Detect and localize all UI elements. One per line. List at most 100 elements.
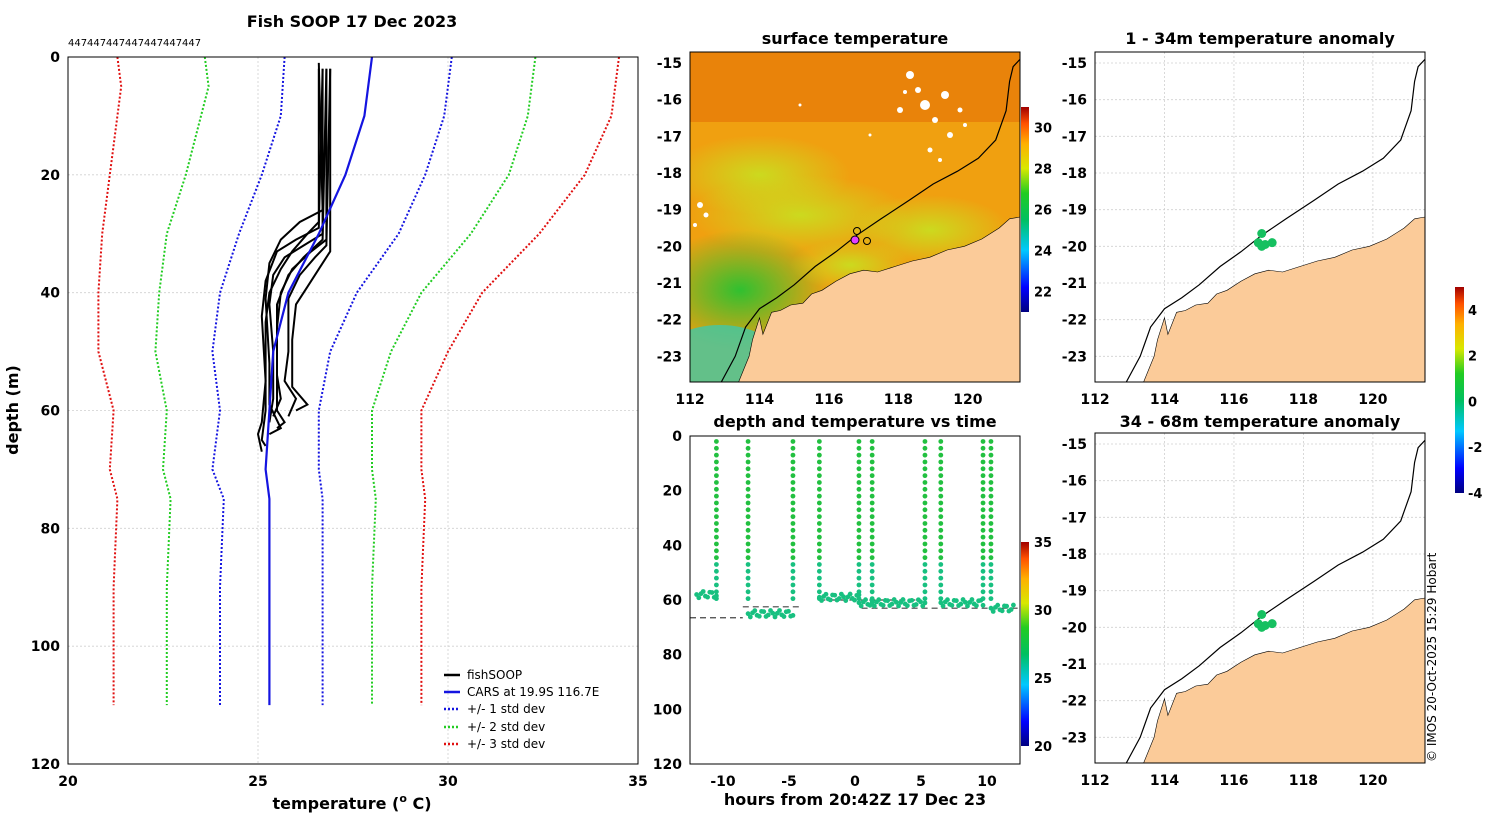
timeseries-point: [745, 500, 751, 506]
timeseries-point: [893, 599, 899, 605]
timeseries-point: [922, 452, 928, 458]
timeseries-point: [904, 603, 910, 609]
timeseries-point: [714, 527, 719, 533]
timeseries-point: [745, 562, 751, 567]
timeseries-point: [988, 507, 994, 513]
timeseries-point: [856, 452, 862, 458]
profile-x-tick-label: 25: [248, 774, 267, 790]
timeseries-point: [714, 459, 719, 465]
timeseries-point: [988, 582, 994, 588]
timeseries-point: [880, 602, 886, 608]
timeseries-point: [745, 575, 751, 581]
sst-y-tick-label: -23: [657, 349, 682, 365]
timeseries-point: [790, 534, 796, 540]
timeseries-point: [770, 610, 776, 616]
anomaly-map-1-x-tick-label: 112: [1080, 392, 1109, 408]
legend-label-std1: +/- 1 std dev: [467, 702, 545, 716]
timeseries-point: [790, 582, 796, 588]
timeseries-point: [990, 609, 996, 614]
timeseries-point: [816, 514, 822, 520]
sst-y-tick-label: -19: [657, 203, 682, 219]
timeseries-point: [988, 527, 994, 533]
timeseries-point: [790, 548, 796, 554]
timeseries-point: [922, 548, 928, 554]
sst-cloud-mask: [693, 71, 967, 227]
profile-fishsoop-cast: [283, 68, 332, 417]
timeseries-point: [876, 597, 882, 603]
timeseries-point: [938, 548, 944, 554]
timeseries-point: [988, 466, 994, 472]
profile-std-line: [97, 56, 123, 706]
timeseries-point: [938, 555, 944, 561]
timeseries-point: [945, 597, 950, 603]
timeseries-point: [922, 507, 928, 513]
timeseries-point: [756, 613, 762, 619]
timeseries-point: [745, 548, 751, 554]
timeseries-point: [745, 452, 751, 458]
profile-x-ticks: 20 25 30 35: [58, 774, 647, 790]
timeseries-point: [856, 521, 862, 526]
timeseries-point: [988, 514, 994, 520]
timeseries-point: [745, 473, 751, 479]
timeseries-point: [816, 507, 822, 513]
sst-x-tick-label: 120: [953, 392, 982, 408]
profile-fishsoop-cast: [276, 68, 328, 429]
timeseries-point: [816, 521, 822, 526]
timeseries-point: [856, 439, 862, 444]
profile-std-line: [420, 56, 620, 706]
timeseries-point: [869, 439, 875, 444]
timeseries-point: [938, 473, 944, 479]
timeseries-point: [781, 614, 787, 619]
timeseries-point: [980, 452, 986, 458]
timeseries-point: [988, 568, 994, 574]
sst-y-tick-label: -15: [657, 56, 682, 72]
profile-x-tick-label: 35: [628, 774, 647, 790]
timeseries-point: [980, 445, 986, 451]
timeseries-point: [856, 575, 862, 581]
profile-std-lines: [97, 56, 620, 706]
timeseries-point: [745, 596, 751, 602]
anomaly-colorbar-tick-label: -2: [1468, 441, 1482, 456]
timeseries-point: [869, 500, 875, 506]
timeseries-point: [843, 598, 849, 603]
timeseries-colorbar: [1021, 542, 1029, 746]
profile-x-label: temperature (o C): [272, 792, 431, 813]
timeseries-point: [816, 452, 822, 458]
timeseries-point: [816, 541, 822, 547]
timeseries-point: [745, 582, 751, 588]
sst-colorbar-tick-label: 26: [1034, 204, 1052, 219]
timeseries-point: [832, 592, 838, 598]
timeseries-point: [988, 589, 994, 595]
timeseries-point: [856, 568, 862, 574]
timeseries-point: [938, 493, 944, 499]
timeseries-point: [922, 521, 928, 526]
timeseries-point: [938, 486, 944, 492]
timeseries-point: [889, 601, 895, 607]
timeseries-point: [816, 500, 822, 506]
timeseries-point: [790, 596, 796, 602]
timeseries-point: [869, 459, 875, 465]
timeseries-point: [869, 582, 875, 588]
timeseries-point: [863, 597, 868, 603]
timeseries-point: [816, 473, 822, 479]
anomaly-map-1-y-tick-label: -21: [1062, 276, 1087, 292]
profile-count-label: 447: [68, 38, 87, 49]
timeseries-point: [869, 575, 875, 581]
timeseries-point: [869, 534, 875, 540]
timeseries-point: [714, 575, 719, 581]
anomaly-map-1-title: 1 - 34m temperature anomaly: [1125, 29, 1395, 48]
anomaly-map-2-y-tick-label: -15: [1062, 437, 1087, 453]
timeseries-point: [922, 555, 928, 561]
sst-colorbar-tick-label: 24: [1034, 245, 1052, 260]
anomaly-map-2-y-tick-label: -20: [1062, 620, 1088, 636]
timeseries-point: [856, 445, 862, 451]
timeseries-point: [980, 562, 986, 567]
timeseries-point: [938, 466, 944, 472]
timeseries-point: [790, 486, 796, 492]
timeseries-point: [816, 555, 822, 561]
profile-count-label: 447: [125, 38, 144, 49]
anomaly-map-1-x-tick-label: 114: [1150, 392, 1179, 408]
timeseries-point: [938, 541, 944, 547]
profile-std-line: [317, 56, 453, 706]
timeseries-point: [869, 486, 875, 492]
